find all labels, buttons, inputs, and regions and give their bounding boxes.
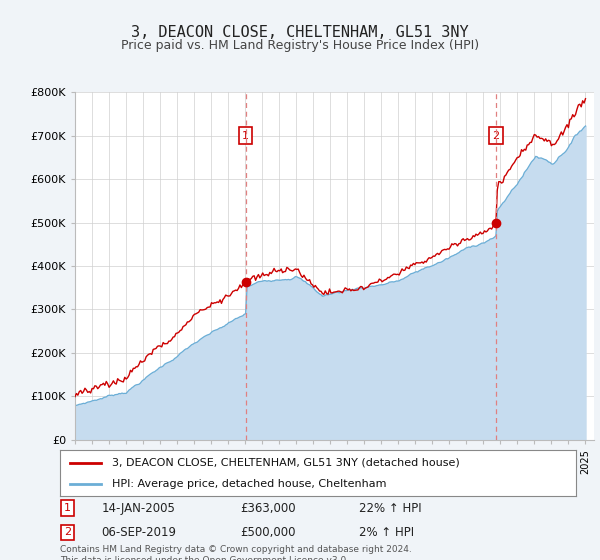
Text: HPI: Average price, detached house, Cheltenham: HPI: Average price, detached house, Chel… — [112, 479, 386, 489]
Text: £500,000: £500,000 — [241, 526, 296, 539]
Text: 2: 2 — [493, 131, 499, 141]
Text: 14-JAN-2005: 14-JAN-2005 — [101, 502, 175, 515]
Text: 06-SEP-2019: 06-SEP-2019 — [101, 526, 176, 539]
Text: £363,000: £363,000 — [241, 502, 296, 515]
Text: 1: 1 — [242, 131, 249, 141]
Text: 2% ↑ HPI: 2% ↑ HPI — [359, 526, 415, 539]
Text: 1: 1 — [64, 503, 71, 513]
Text: 22% ↑ HPI: 22% ↑ HPI — [359, 502, 422, 515]
Text: 2: 2 — [64, 528, 71, 538]
Text: Price paid vs. HM Land Registry's House Price Index (HPI): Price paid vs. HM Land Registry's House … — [121, 39, 479, 52]
Text: 3, DEACON CLOSE, CHELTENHAM, GL51 3NY: 3, DEACON CLOSE, CHELTENHAM, GL51 3NY — [131, 25, 469, 40]
Text: Contains HM Land Registry data © Crown copyright and database right 2024.
This d: Contains HM Land Registry data © Crown c… — [60, 545, 412, 560]
Text: 3, DEACON CLOSE, CHELTENHAM, GL51 3NY (detached house): 3, DEACON CLOSE, CHELTENHAM, GL51 3NY (d… — [112, 458, 460, 468]
